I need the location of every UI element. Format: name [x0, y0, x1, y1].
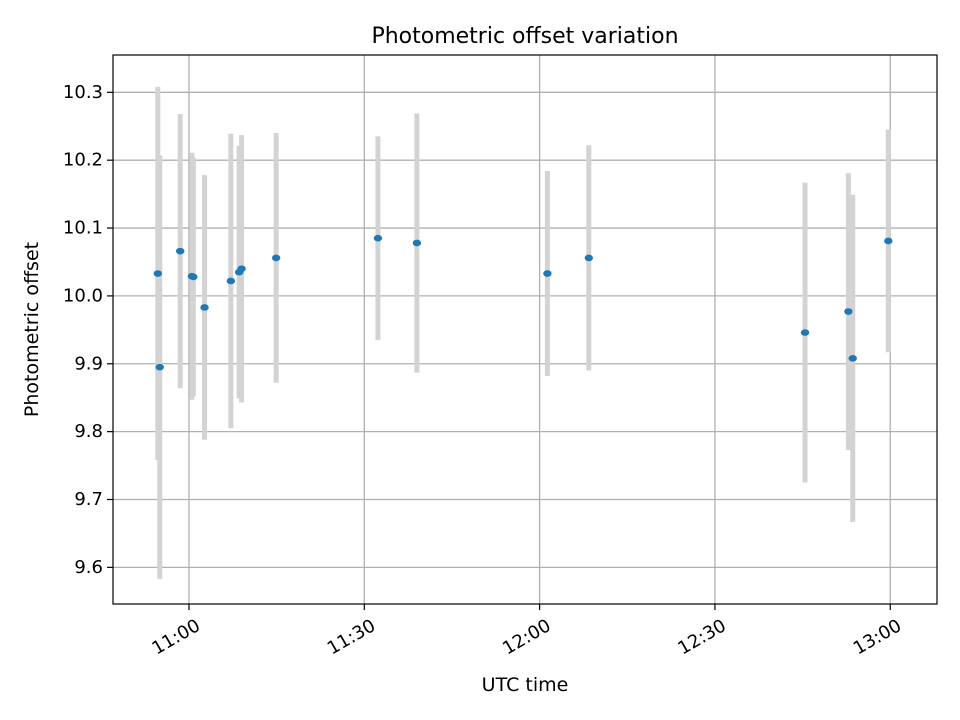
- data-points: [153, 234, 893, 371]
- data-point: [800, 329, 810, 336]
- y-axis-ticks: 9.6 9.7 9.8 9.9 10.0 10.1 10.2 10.3: [63, 82, 113, 578]
- data-point: [200, 304, 209, 311]
- data-point: [153, 270, 163, 277]
- data-point: [543, 270, 552, 277]
- data-point: [226, 277, 236, 285]
- data-point: [844, 308, 853, 315]
- data-point: [176, 247, 185, 255]
- plot-frame: [112, 54, 938, 605]
- y-tick-label: 9.9: [74, 353, 103, 374]
- data-point: [189, 273, 198, 281]
- data-point: [271, 254, 281, 262]
- data-point: [412, 239, 422, 247]
- y-tick-label: 10.1: [63, 218, 103, 239]
- y-tick-label: 9.8: [74, 421, 103, 442]
- chart-title: Photometric offset variation: [371, 24, 678, 49]
- y-tick-label: 10.2: [63, 150, 103, 171]
- data-point: [848, 355, 857, 362]
- data-point: [237, 265, 246, 273]
- data-point: [155, 363, 164, 371]
- data-point: [584, 254, 593, 262]
- y-tick-label: 9.7: [74, 489, 103, 510]
- data-point: [884, 237, 893, 245]
- y-tick-label: 9.6: [74, 557, 103, 578]
- y-tick-label: 10.0: [63, 285, 103, 306]
- y-tick-label: 10.3: [63, 82, 103, 103]
- data-point: [373, 234, 383, 242]
- y-axis-label: Photometric offset: [21, 242, 43, 417]
- x-axis-label: UTC time: [482, 674, 569, 696]
